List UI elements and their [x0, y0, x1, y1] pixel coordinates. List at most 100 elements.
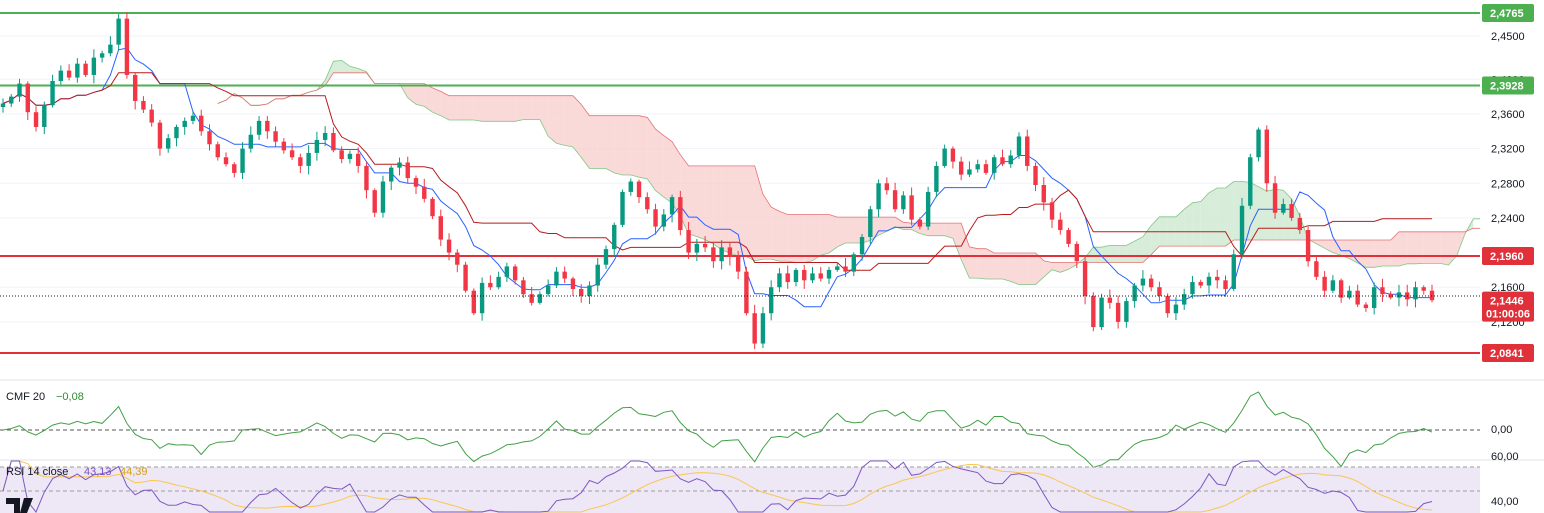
candle-body-53 — [438, 216, 443, 240]
candle-body-173 — [1429, 290, 1435, 301]
price-axis[interactable]: 2,45002,40002,36002,32002,28002,24002,16… — [1480, 0, 1544, 380]
cloud-segment-27 — [432, 87, 441, 116]
current-price-label: 2,1446 — [1490, 296, 1524, 308]
cloud-segment-26 — [424, 83, 433, 113]
candle-body-98 — [810, 273, 815, 281]
candle-body-60 — [496, 276, 501, 288]
candle-body-6 — [50, 81, 55, 106]
level-badge-3 — [1482, 344, 1534, 362]
cloud-segment-101 — [1043, 260, 1053, 278]
cloud-segment-30 — [457, 95, 466, 121]
candle-body-5 — [42, 105, 47, 127]
price-tick-4: 2,2800 — [1491, 178, 1525, 190]
cloud-segment-119 — [1192, 201, 1201, 247]
candle-body-150 — [1239, 205, 1245, 255]
price-tick-5: 2,2400 — [1491, 213, 1525, 225]
candle-body-79 — [653, 209, 658, 227]
tenkan-line — [2, 47, 1432, 308]
cloud-segment-42 — [556, 95, 565, 146]
candle-body-77 — [636, 181, 642, 198]
candle-body-107 — [884, 183, 890, 191]
cloud-segment-47 — [597, 115, 606, 169]
candle-body-63 — [521, 280, 526, 295]
candle-body-147 — [1215, 276, 1220, 281]
ichimoku-lines — [2, 47, 1432, 308]
candle-body-144 — [1190, 282, 1195, 295]
candle-body-19 — [157, 122, 163, 149]
cloud-segment-89 — [944, 223, 953, 239]
candle-body-165 — [1363, 304, 1369, 309]
cloud-segment-70 — [787, 214, 796, 263]
candle-body-2 — [17, 83, 22, 97]
candle-body-128 — [1058, 219, 1063, 231]
candle-body-115 — [950, 148, 956, 162]
tradingview-logo[interactable] — [6, 498, 33, 513]
candle-body-36 — [298, 157, 303, 166]
candle-body-50 — [413, 178, 419, 187]
candle-body-30 — [248, 134, 254, 149]
candle-body-38 — [314, 139, 320, 153]
senkou-span-a — [217, 59, 1544, 285]
candle-body-119 — [983, 164, 989, 173]
candle-body-92 — [760, 313, 766, 344]
senkou-span-b — [217, 72, 1544, 263]
cloud-segment-60 — [705, 165, 714, 244]
candle-body-160 — [1322, 276, 1327, 291]
candle-body-32 — [265, 120, 270, 132]
cloud-segment-143 — [1390, 231, 1399, 267]
candle-body-48 — [397, 162, 402, 168]
candle-body-136 — [1124, 301, 1129, 322]
candle-body-76 — [628, 181, 633, 192]
cloud-segment-111 — [1126, 241, 1135, 263]
candle-body-14 — [116, 18, 121, 45]
cloud-segment-77 — [845, 217, 854, 244]
candle-body-148 — [1223, 280, 1228, 289]
candle-body-17 — [141, 100, 146, 110]
cmf-pane: CMF 20 −0,08 0,00 — [0, 391, 1512, 468]
cloud-segment-136 — [1332, 240, 1342, 256]
cloud-segment-16 — [341, 60, 350, 73]
cloud-segment-122 — [1217, 188, 1226, 247]
cloud-segment-121 — [1208, 188, 1218, 247]
candle-body-95 — [785, 273, 790, 283]
cloud-segment-148 — [1432, 231, 1441, 264]
candle-body-29 — [240, 148, 245, 173]
candle-body-49 — [405, 162, 410, 179]
candle-body-104 — [859, 236, 865, 255]
candle-body-18 — [149, 109, 154, 123]
cloud-segment-149 — [1440, 231, 1449, 266]
candle-body-117 — [967, 169, 972, 175]
candle-body-101 — [835, 266, 840, 270]
candle-body-106 — [876, 183, 881, 210]
candle-body-54 — [446, 239, 452, 253]
candle-body-157 — [1297, 217, 1303, 231]
candle-body-37 — [306, 152, 311, 166]
candle-body-25 — [207, 131, 212, 145]
candle-body-57 — [471, 290, 477, 314]
candle-body-90 — [744, 271, 749, 314]
candle-body-87 — [719, 247, 724, 262]
cloud-segment-54 — [655, 129, 664, 198]
cloud-segment-88 — [936, 223, 945, 236]
candle-body-34 — [281, 141, 287, 151]
cloud-segment-58 — [688, 165, 697, 237]
candle-body-139 — [1148, 278, 1154, 288]
cloud-segment-53 — [647, 117, 656, 191]
candle-body-156 — [1289, 204, 1294, 218]
candle-body-70 — [579, 288, 584, 296]
candle-body-10 — [83, 63, 88, 75]
candle-body-133 — [1099, 297, 1104, 328]
candle-body-1 — [9, 96, 14, 104]
candlesticks[interactable] — [0, 12, 1435, 350]
level-badge-label-2: 2,1960 — [1490, 251, 1524, 263]
candle-body-137 — [1132, 285, 1137, 302]
candle-body-66 — [545, 285, 551, 295]
candle-body-83 — [686, 230, 691, 253]
candle-body-127 — [1049, 202, 1055, 220]
cloud-segment-141 — [1374, 240, 1383, 268]
candle-body-161 — [1330, 280, 1336, 291]
candle-body-12 — [99, 53, 105, 58]
cloud-segment-130 — [1283, 190, 1292, 241]
candle-body-116 — [958, 161, 964, 175]
